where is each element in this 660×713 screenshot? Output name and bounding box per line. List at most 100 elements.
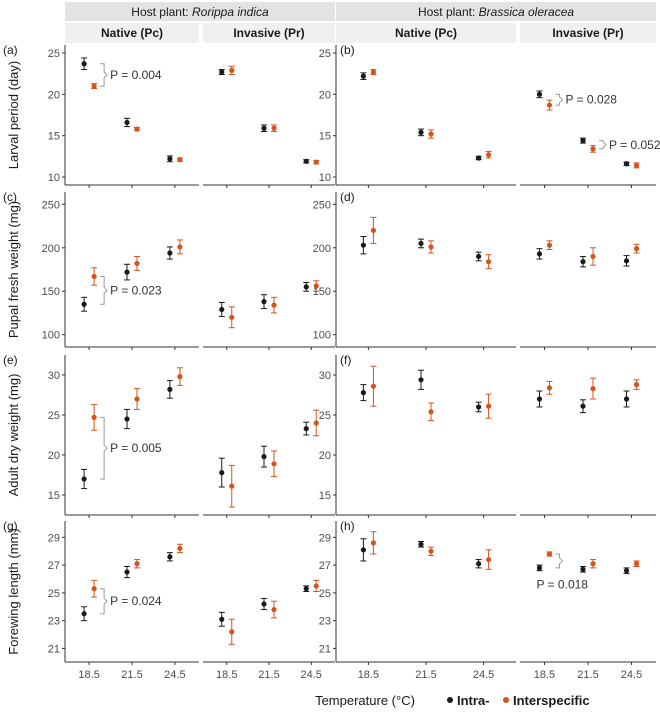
host-strip-prefix: Host plant: [418,5,479,19]
y-tick-label: 20 [319,450,331,462]
intra-point [418,129,424,135]
intra-point [476,404,482,410]
y-tick-label: 29 [48,532,60,544]
p-value-bracket [555,553,564,569]
inter-point [91,586,97,592]
intra-point [476,561,482,567]
y-tick-label: 15 [319,490,331,502]
inter-point [91,273,97,280]
p-value-bracket [100,63,108,87]
intra-point [219,616,225,622]
intra-point [580,259,586,265]
x-tick-label: 21.5 [258,669,279,681]
inter-point [546,242,553,248]
inter-point [313,420,319,426]
population-strip-bg [65,23,199,43]
p-value-bracket [100,416,108,480]
intra-point [623,258,630,264]
population-strip-label: Invasive (Pr) [552,26,623,40]
inter-point [271,125,277,131]
panel-label: (g) [3,519,18,533]
y-tick-label: 20 [319,89,331,101]
y-tick-label: 30 [319,370,331,382]
intra-point [81,61,87,67]
p-value-bracket [555,93,564,106]
intra-point [219,470,225,476]
intra-point [124,269,130,275]
y-tick-label: 250 [42,199,60,211]
inter-point [370,227,376,234]
y-tick-label: 21 [48,643,60,655]
inter-point [229,629,235,635]
intra-point [536,396,543,402]
intra-point [418,541,424,547]
y-tick-label: 10 [48,172,60,184]
y-tick-label: 23 [319,616,331,628]
population-strip-bg [520,23,656,43]
p-value-label: P = 0.028 [565,93,617,107]
y-tick-label: 25 [48,410,60,422]
x-axis-label: Temperature (°C) [315,693,415,708]
intra-point [536,91,543,97]
inter-point [633,246,640,252]
y-tick-label: 23 [48,616,60,628]
y-tick-label: 150 [313,286,331,298]
inter-point [428,131,434,137]
y-axis-label: Forewing length (mm) [6,528,21,654]
y-tick-label: 150 [42,286,60,298]
y-tick-label: 27 [48,560,60,572]
host-strip-title: Host plant: Rorippa indica [131,5,269,19]
p-value-label: P = 0.024 [110,594,162,608]
x-tick-label: 21.5 [121,669,142,681]
intra-point [167,156,173,162]
panel-label: (f) [340,353,351,367]
intra-point [167,554,173,560]
inter-point [313,583,319,589]
legend-inter-label: Interspecific [513,693,590,708]
p-value-bracket [599,140,607,150]
intra-point [81,476,87,482]
intra-point [303,284,309,290]
inter-point [313,283,319,289]
intra-point [418,240,424,247]
inter-point [177,157,183,163]
inter-point [91,83,97,89]
p-value-bracket [100,275,108,305]
intra-point [536,565,543,571]
inter-point [370,383,376,389]
inter-point [590,146,596,152]
intra-point [261,299,267,305]
y-axis-label: Adult dry weight (mg) [6,374,21,497]
legend-intra-label: Intra- [457,693,490,708]
y-tick-label: 100 [42,330,60,342]
host-plant-name: Rorippa indica [192,5,269,19]
inter-point [590,386,596,392]
y-axis-label: Pupal fresh weight (mg) [6,201,21,338]
inter-point [177,244,183,250]
intra-point [360,242,366,248]
p-value-label: P = 0.004 [110,68,162,82]
inter-point [633,162,640,169]
host-strip-bg [65,2,335,21]
intra-point [580,138,586,144]
inter-point [313,159,319,165]
intra-point [623,396,630,402]
inter-point [177,545,183,552]
inter-point [370,540,376,546]
inter-point [134,396,140,402]
host-plant-name: Brassica oleracea [479,5,575,19]
intra-point [124,416,130,422]
population-strip-label: Native (Pc) [101,26,163,40]
x-tick-label: 24.5 [621,669,642,681]
inter-point [229,314,235,320]
inter-point [271,461,277,467]
y-tick-label: 30 [48,370,60,382]
intra-point [167,386,173,392]
intra-point [360,390,366,396]
intra-point [580,403,586,409]
population-strip-label: Invasive (Pr) [233,26,304,40]
intra-point [219,306,225,313]
intra-point [476,253,482,260]
inter-point [486,152,492,158]
